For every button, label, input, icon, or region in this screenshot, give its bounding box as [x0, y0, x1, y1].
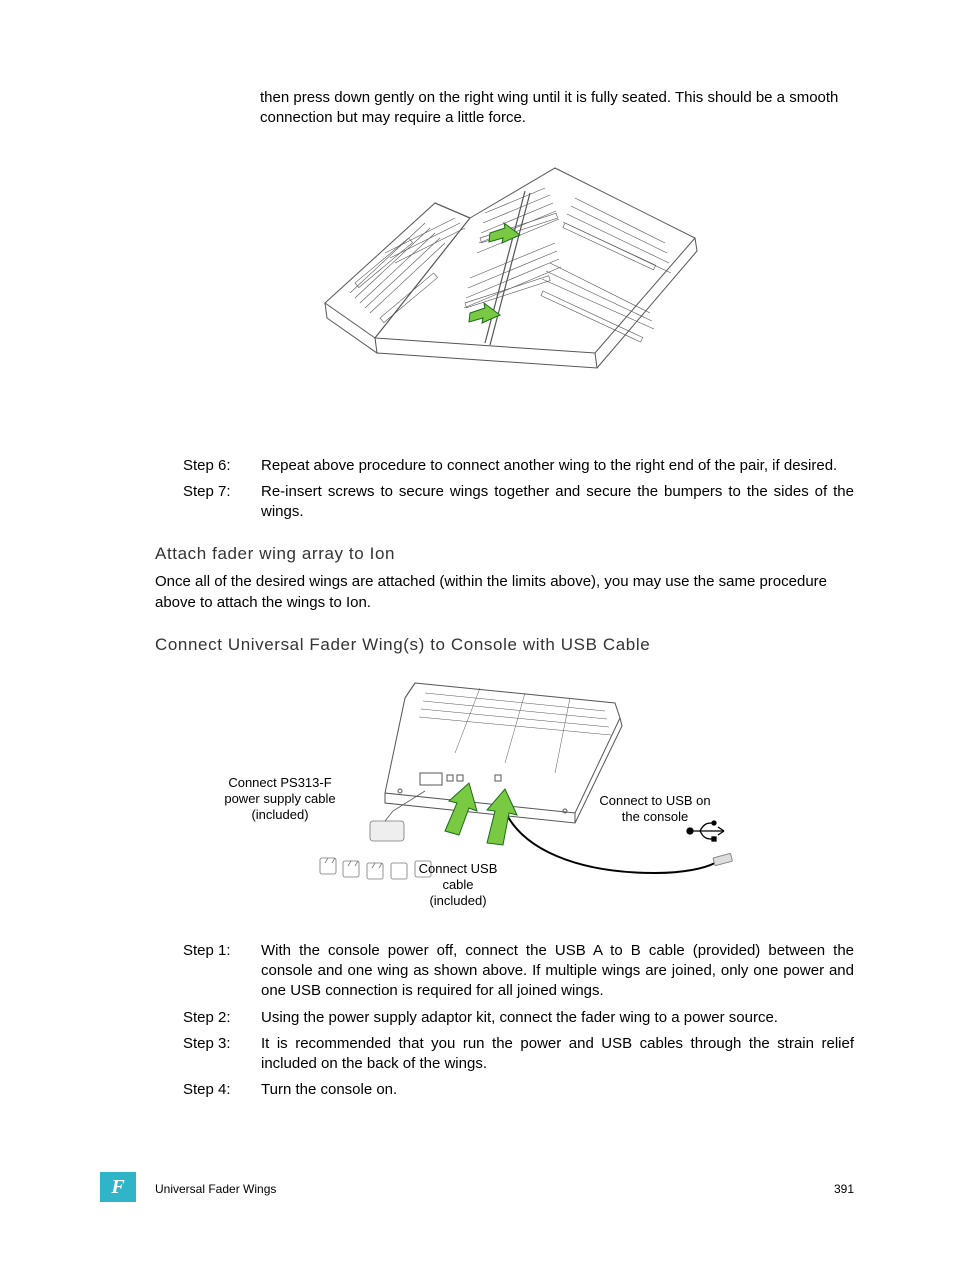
step-text: Re-insert screws to secure wings togethe… — [261, 482, 854, 523]
step-label: Step 4: — [183, 1080, 261, 1100]
step-text: Using the power supply adaptor kit, conn… — [261, 1008, 854, 1028]
steps-group-b: Step 1: With the console power off, conn… — [155, 941, 854, 1101]
step-text: It is recommended that you run the power… — [261, 1034, 854, 1075]
figure-wing-array — [155, 143, 854, 438]
step-label: Step 3: — [183, 1034, 261, 1075]
step-label: Step 2: — [183, 1008, 261, 1028]
steps-group-a: Step 6: Repeat above procedure to connec… — [155, 456, 854, 523]
step-row: Step 7: Re-insert screws to secure wings… — [155, 482, 854, 523]
step-row: Step 2: Using the power supply adaptor k… — [155, 1008, 854, 1028]
callout-usb-cable: Connect USB cable (included) — [413, 861, 503, 910]
footer-title: Universal Fader Wings — [155, 1182, 276, 1196]
callout-usb-console: Connect to USB on the console — [595, 793, 715, 826]
step-row: Step 3: It is recommended that you run t… — [155, 1034, 854, 1075]
footer-page-number: 391 — [834, 1182, 854, 1196]
step-text: Turn the console on. — [261, 1080, 854, 1100]
step-label: Step 1: — [183, 941, 261, 1002]
attach-paragraph: Once all of the desired wings are attach… — [155, 572, 854, 613]
step-label: Step 7: — [183, 482, 261, 523]
step-text: Repeat above procedure to connect anothe… — [261, 456, 854, 476]
page: then press down gently on the right wing… — [0, 0, 954, 1272]
step-row: Step 4: Turn the console on. — [155, 1080, 854, 1100]
callout-power-supply: Connect PS313-F power supply cable (incl… — [215, 775, 345, 824]
subheading-attach: Attach fader wing array to Ion — [155, 544, 854, 564]
figure-usb-connection: Connect PS313-F power supply cable (incl… — [155, 663, 854, 923]
step-text: With the console power off, connect the … — [261, 941, 854, 1002]
step-row: Step 1: With the console power off, conn… — [155, 941, 854, 1002]
step-row: Step 6: Repeat above procedure to connec… — [155, 456, 854, 476]
continuation-paragraph: then press down gently on the right wing… — [260, 88, 854, 129]
wing-array-diagram-icon — [295, 143, 715, 433]
subheading-connect: Connect Universal Fader Wing(s) to Conso… — [155, 635, 854, 655]
step-label: Step 6: — [183, 456, 261, 476]
page-footer: F Universal Fader Wings 391 — [0, 1172, 954, 1202]
appendix-badge: F — [100, 1172, 136, 1202]
